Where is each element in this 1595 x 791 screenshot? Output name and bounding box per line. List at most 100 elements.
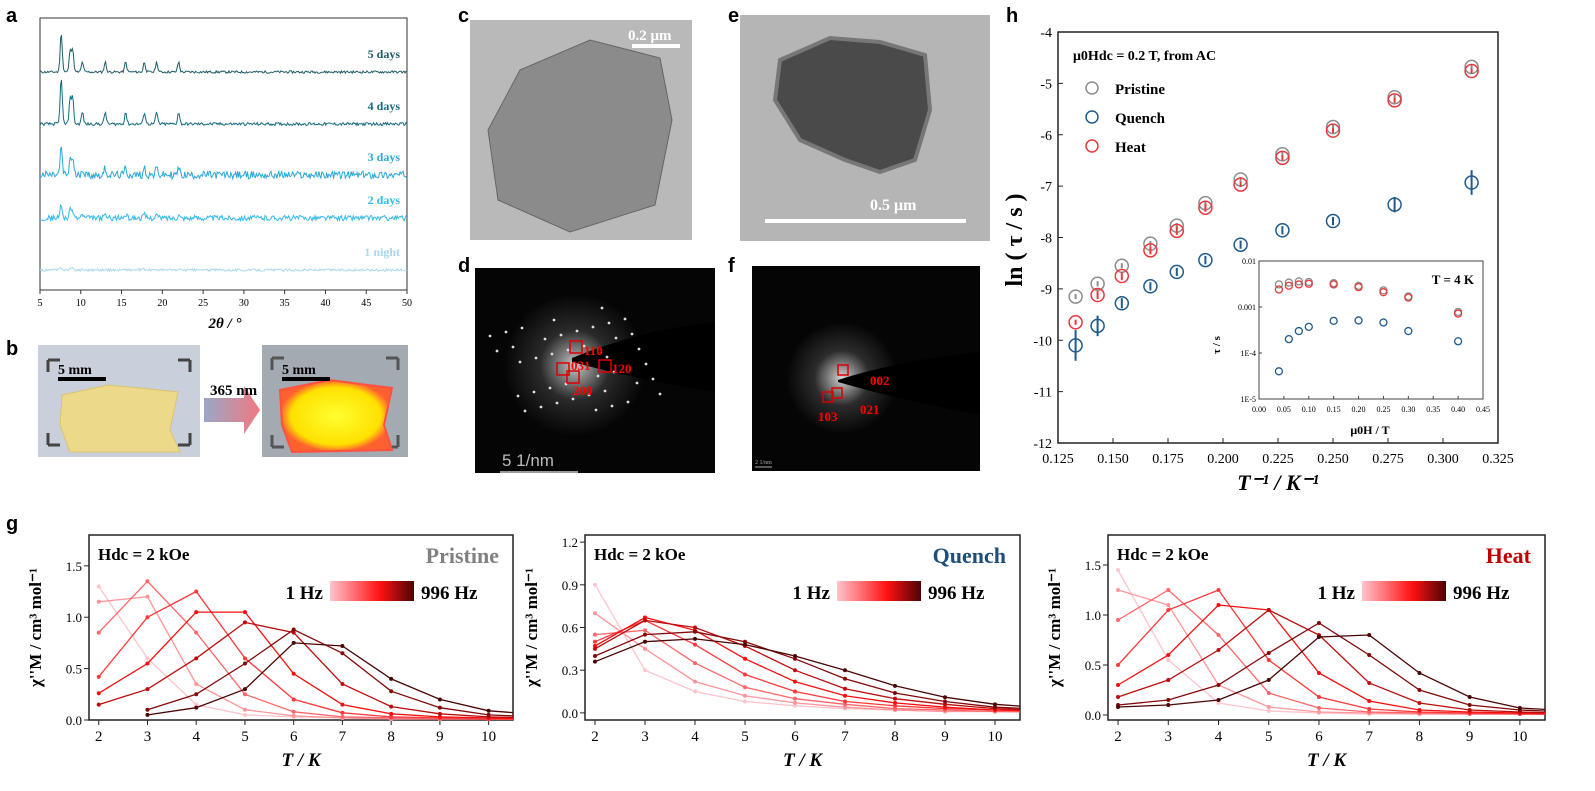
data-point [1143,279,1158,294]
diffraction-spot [571,397,575,401]
annotation: μ0Hdc = 0.2 T, from AC [1073,49,1216,64]
y-tick-label: 1E-4 [1240,349,1256,358]
frequency-curve [98,590,514,720]
data-point [1354,283,1363,292]
x-tick-label: 0.275 [1372,452,1404,467]
data-point [1354,316,1363,325]
x-tick-label: 0.10 [1302,405,1316,414]
diffraction-spot [591,325,595,329]
frequency-curve [147,628,514,717]
xrd-pattern-line [39,34,408,75]
data-point [1294,280,1303,289]
series-label: 5 days [368,47,401,61]
diffraction-spot [532,390,536,394]
x-tick-label: 2 [591,729,599,745]
x-axis-label: T / K [281,750,321,771]
frequency-curve [1117,604,1546,715]
x-tick-label: 20 [157,298,167,309]
data-point [1404,293,1413,302]
series-label: 4 days [368,99,401,113]
plot-frame [1107,534,1546,721]
x-axis-label: T / K [783,750,823,771]
data-point [1304,279,1313,288]
diffraction-spot [612,370,616,374]
miller-index-label: 031 [571,358,591,373]
y-tick-label: 1.5 [66,559,82,574]
x-tick-label: 0.05 [1277,405,1291,414]
x-tick-label: 6 [1315,729,1323,745]
frequency-curve [594,638,1021,707]
y-tick-label: -9 [1040,283,1052,298]
index-marker [837,364,849,376]
x-tick-label: 8 [891,729,899,745]
y-tick-label: 0.5 [1085,658,1101,673]
x-tick-label: 6 [290,729,298,745]
y-tick-label: 0.5 [66,662,82,677]
y-tick-label: 0.6 [562,621,579,636]
y-axis-label: χ''M / cm³ mol⁻¹ [26,568,45,688]
data-point [1329,316,1338,325]
frequency-curve [594,631,1021,709]
data-point [1274,367,1284,376]
index-marker [566,370,580,384]
x-tick-label: 15 [117,298,127,309]
y-axis-label: ln ( τ / s ) [1002,193,1028,286]
x-tick-label: 7 [1365,729,1373,745]
y-tick-label: 0.01 [1242,257,1256,266]
crystal-fragment [772,35,933,175]
frequency-curve [98,621,514,719]
x-tick-label: 0.40 [1451,405,1465,414]
data-point [1068,338,1083,353]
legend-marker [1085,81,1099,95]
diffraction-spot [603,389,607,393]
x-tick-label: 50 [402,298,412,309]
data-point [1198,200,1213,215]
diffraction-spot [582,344,586,348]
xrd-pattern-line [39,79,408,127]
diffraction-spot [523,409,527,413]
diffraction-spot [614,336,618,340]
panel-label-b: b [6,338,18,360]
series-label: 3 days [368,150,401,164]
data-point [1284,278,1294,287]
legend-marker [1085,110,1099,124]
series-label: 1 night [364,245,400,259]
panel-label-c: c [458,5,469,27]
colorbar-high-label: 996 Hz [928,583,985,604]
data-point [1114,296,1130,311]
x-tick-label: 4 [192,729,200,745]
x-tick-label: 8 [1416,729,1424,745]
chart-title: Pristine [426,543,500,568]
panel-label-f: f [728,255,735,277]
data-point [1274,280,1284,289]
x-tick-label: 5 [38,298,43,309]
legend-marker [1085,139,1099,153]
data-point [1233,237,1248,252]
colorbar-low-label: 1 Hz [1318,583,1356,604]
data-point [145,712,150,717]
data-point [1090,276,1105,291]
diffraction-spot [548,386,552,390]
frequency-colorbar [330,581,414,601]
y-tick-label: 0.0 [562,706,578,721]
data-point [1379,288,1388,297]
y-tick-label: -7 [1040,180,1052,195]
x-tick-label: 45 [361,298,371,309]
diffraction-spot [635,381,639,385]
y-tick-label: 0.0 [66,713,82,728]
inset-chart: 0.00 0.05 0.10 0.15 0.20 0.25 0.30 0.35 0.40 0.45… [1211,257,1490,437]
legend-label: Heat [1115,140,1146,156]
chart-title: Heat [1486,543,1532,568]
series-label: 2 days [368,193,401,207]
plot-frame [39,17,408,291]
y-tick-label: -4 [1040,26,1052,41]
y-tick-label: 1.0 [1085,608,1101,623]
panel-label-a: a [6,5,18,27]
diffraction-spot [594,408,598,412]
y-tick-label: 1.0 [66,610,82,625]
photo-frame-corners [270,356,400,449]
data-point [1274,285,1284,294]
index-marker [831,387,843,399]
scale-label: 5 mm [58,363,92,378]
x-tick-label: 0.150 [1097,452,1129,467]
